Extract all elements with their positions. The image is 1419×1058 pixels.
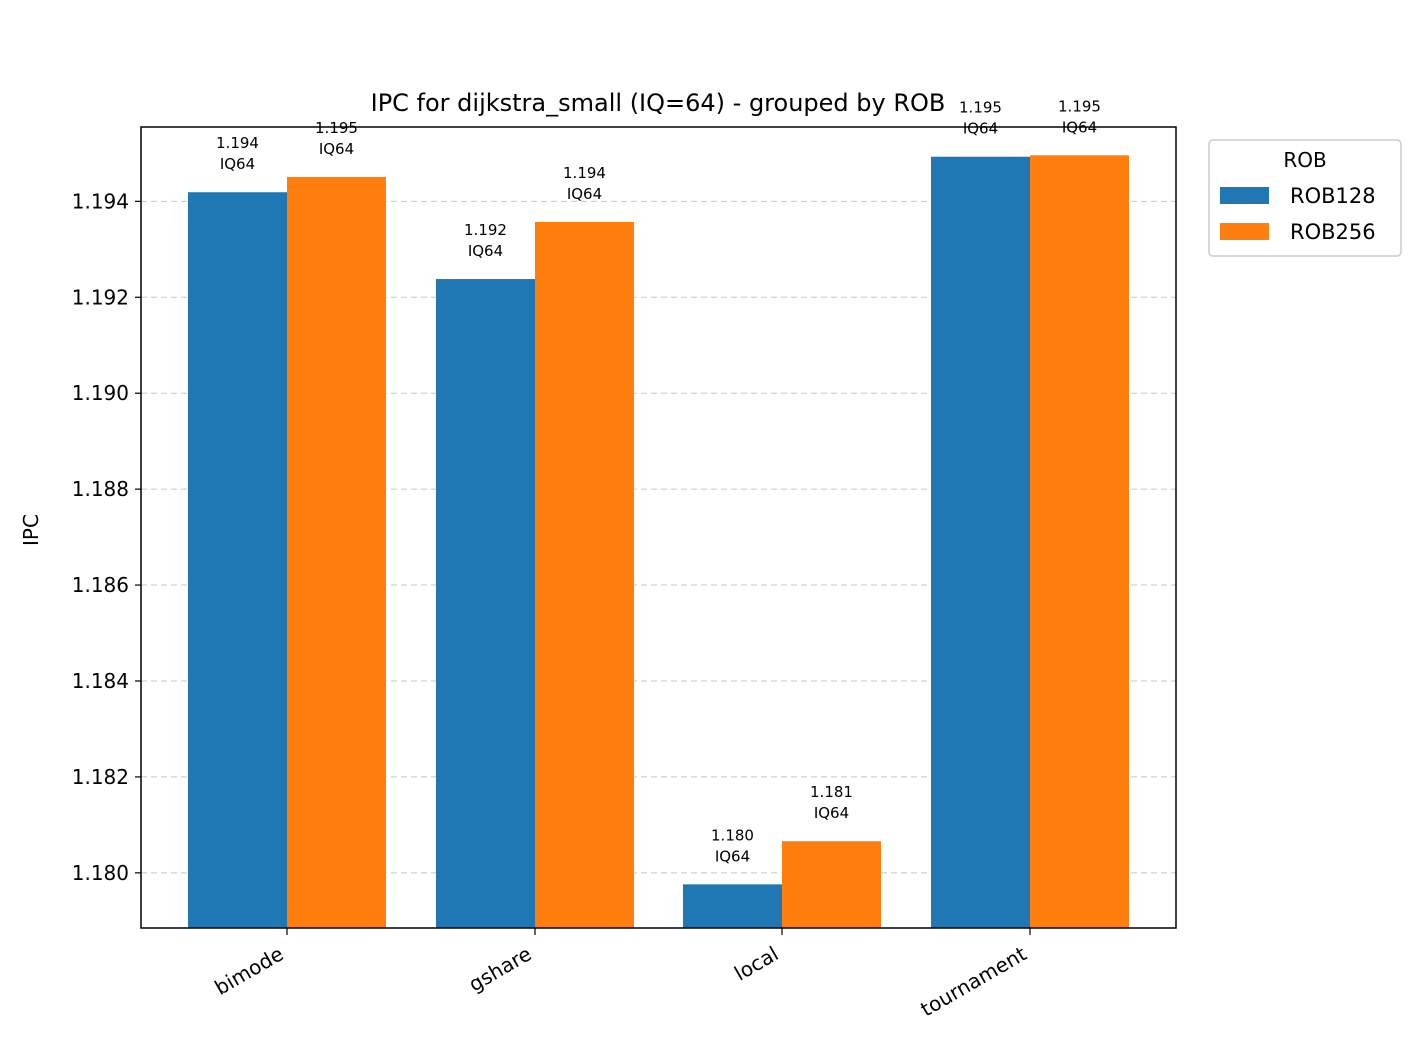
bar-rob256-local xyxy=(782,841,881,928)
y-tick-label: 1.182 xyxy=(72,765,129,789)
y-tick-label: 1.192 xyxy=(72,285,129,309)
y-tick-label: 1.186 xyxy=(72,573,129,597)
bar-rob256-gshare xyxy=(535,221,634,928)
legend: ROB ROB128 ROB256 xyxy=(1208,139,1402,257)
bar-series xyxy=(188,155,1129,928)
bar-value-label: 1.194 xyxy=(216,134,259,152)
bar-config-label: IQ64 xyxy=(1062,118,1097,136)
bar-rob256-bimode xyxy=(287,176,386,928)
plot-frame xyxy=(140,126,1177,929)
bar-config-label: IQ64 xyxy=(220,155,255,173)
legend-swatch-rob256 xyxy=(1220,223,1269,240)
bar-value-label: 1.195 xyxy=(1058,97,1101,115)
bar-value-label: 1.195 xyxy=(959,99,1002,117)
legend-title: ROB xyxy=(1283,148,1326,172)
bar-rob128-tournament xyxy=(931,156,1030,928)
bar-value-label: 1.192 xyxy=(464,221,507,239)
y-tick-label: 1.194 xyxy=(72,189,129,213)
legend-swatch-rob128 xyxy=(1220,187,1269,204)
bar-rob128-bimode xyxy=(188,192,287,928)
bar-config-label: IQ64 xyxy=(567,185,602,203)
y-tick-label: 1.188 xyxy=(72,477,129,501)
bar-rob128-gshare xyxy=(436,279,535,928)
legend-label-rob256: ROB256 xyxy=(1290,220,1376,244)
bar-config-label: IQ64 xyxy=(715,847,750,865)
bar-config-label: IQ64 xyxy=(814,804,849,822)
bar-rob256-tournament xyxy=(1030,155,1129,928)
y-axis: 1.180 1.182 1.184 1.186 1.188 1.190 1.192 1.194 xyxy=(72,189,141,885)
bar-value-labels: 1.194 IQ64 1.192 IQ64 1.180 IQ64 1.195 IQ64 1.19… xyxy=(216,97,1101,865)
y-axis-label: IPC xyxy=(19,514,43,546)
bar-config-label: IQ64 xyxy=(319,140,354,158)
legend-label-rob128: ROB128 xyxy=(1290,184,1376,208)
bar-value-label: 1.180 xyxy=(711,826,754,844)
bar-value-label: 1.194 xyxy=(563,164,606,182)
chart-title: IPC for dijkstra_small (IQ=64) - grouped… xyxy=(371,89,946,117)
y-tick-label: 1.184 xyxy=(72,669,129,693)
bar-config-label: IQ64 xyxy=(468,242,503,260)
y-tick-label: 1.180 xyxy=(72,861,129,885)
bar-value-label: 1.195 xyxy=(315,119,358,137)
y-tick-label: 1.190 xyxy=(72,381,129,405)
bar-rob128-local xyxy=(683,884,782,928)
bar-config-label: IQ64 xyxy=(963,120,998,138)
bar-value-label: 1.181 xyxy=(810,783,853,801)
